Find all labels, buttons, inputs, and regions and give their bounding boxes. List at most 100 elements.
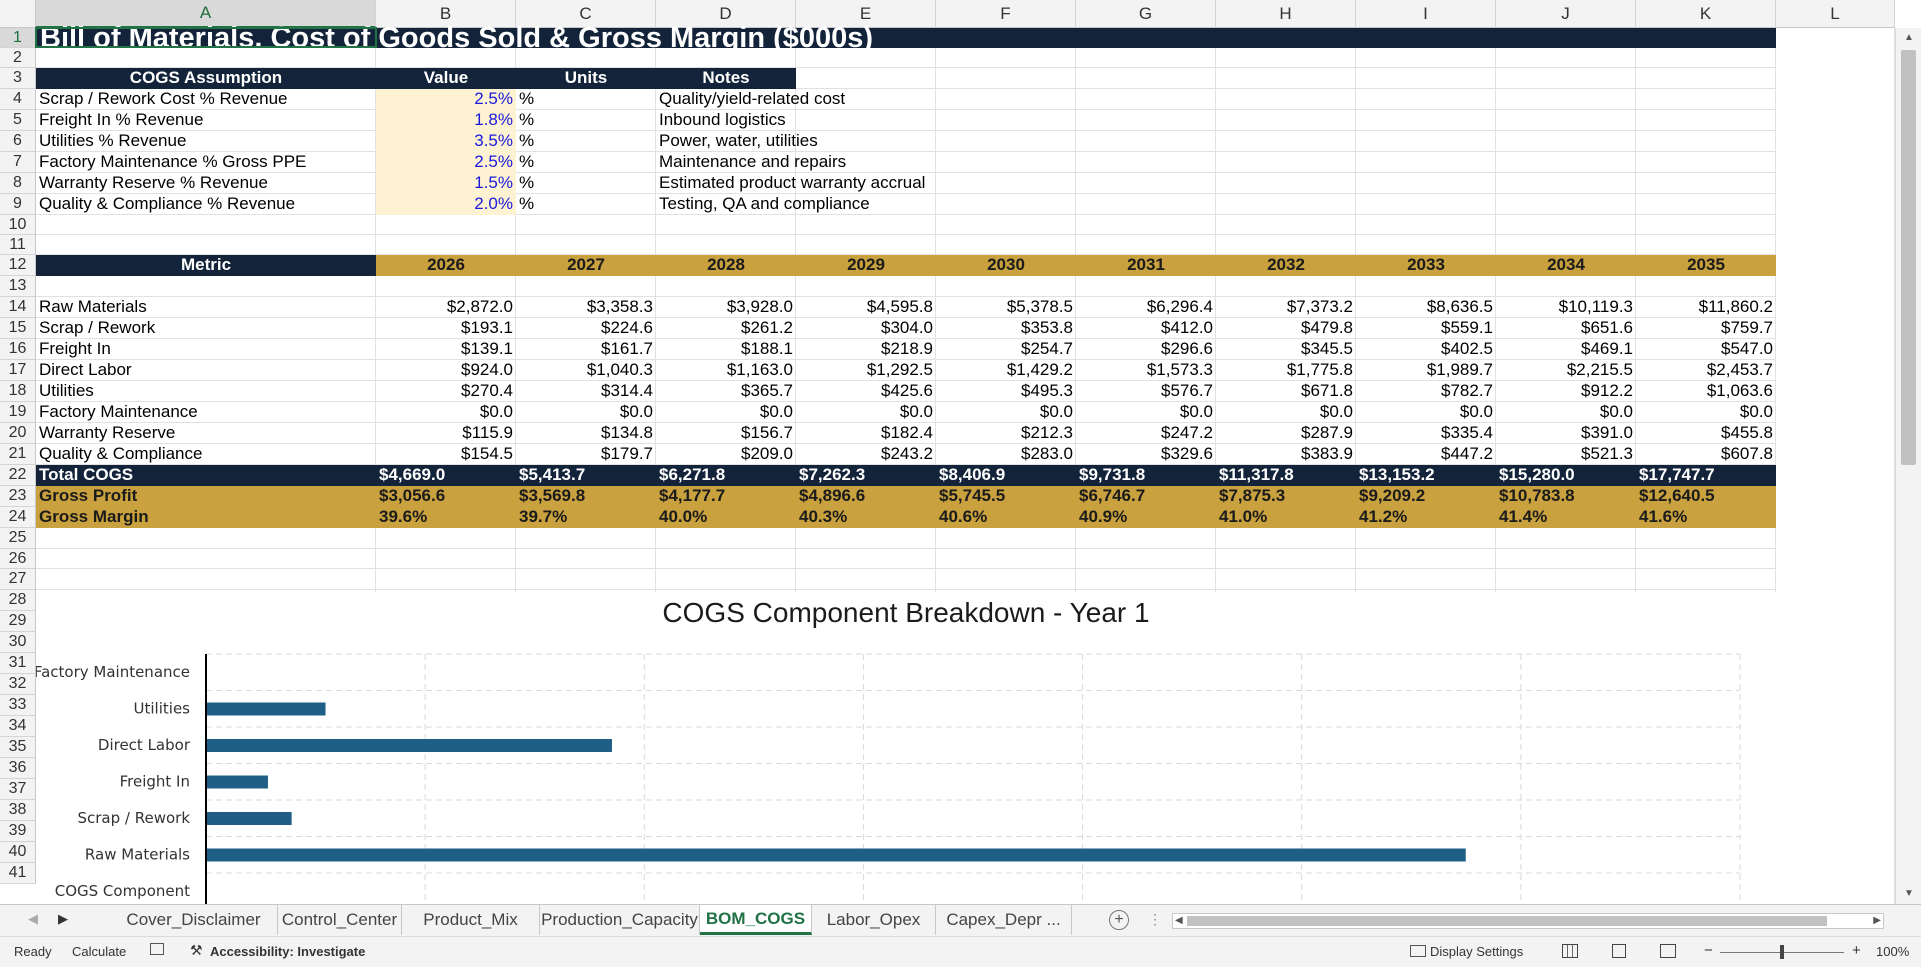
total-value[interactable]: $17,747.7 bbox=[1639, 465, 1715, 484]
row-header-28[interactable]: 28 bbox=[0, 590, 36, 611]
row-header-18[interactable]: 18 bbox=[0, 381, 36, 402]
metric-value[interactable]: $139.1 bbox=[461, 339, 513, 358]
row-header-7[interactable]: 7 bbox=[0, 152, 36, 173]
gross-margin-value[interactable]: 40.9% bbox=[1079, 507, 1128, 526]
row-header-1[interactable]: 1 bbox=[0, 28, 36, 48]
row-header-15[interactable]: 15 bbox=[0, 318, 36, 339]
row-header-19[interactable]: 19 bbox=[0, 402, 36, 423]
metric-value[interactable]: $10,119.3 bbox=[1558, 297, 1633, 316]
metric-value[interactable]: $924.0 bbox=[461, 360, 513, 379]
metric-value[interactable]: $455.8 bbox=[1721, 423, 1773, 442]
metric-value[interactable]: $2,453.7 bbox=[1706, 360, 1773, 379]
column-header-j[interactable]: J bbox=[1496, 0, 1636, 28]
assumption-value-input[interactable]: 1.5% bbox=[474, 173, 513, 192]
metric-value[interactable]: $353.8 bbox=[1021, 318, 1073, 337]
sheet-tab-bom-cogs[interactable]: BOM_COGS bbox=[700, 905, 812, 935]
display-settings-icon[interactable] bbox=[1410, 945, 1426, 957]
gross-profit-value[interactable]: $3,569.8 bbox=[519, 486, 586, 505]
metric-value[interactable]: $283.0 bbox=[1021, 444, 1073, 463]
metric-value[interactable]: $115.9 bbox=[462, 423, 513, 442]
cogs-chart[interactable]: COGS Component Breakdown - Year 1 Factory… bbox=[36, 592, 1776, 904]
metric-value[interactable]: $345.5 bbox=[1301, 339, 1353, 358]
metric-value[interactable]: $161.7 bbox=[601, 339, 653, 358]
sheet-tab-product-mix[interactable]: Product_Mix bbox=[402, 905, 540, 935]
gross-profit-value[interactable]: $4,177.7 bbox=[659, 486, 726, 505]
metric-value[interactable]: $154.5 bbox=[461, 444, 513, 463]
assumption-value-input[interactable]: 2.5% bbox=[474, 89, 513, 108]
row-header-16[interactable]: 16 bbox=[0, 339, 36, 360]
row-header-29[interactable]: 29 bbox=[0, 611, 36, 632]
row-header-32[interactable]: 32 bbox=[0, 674, 36, 695]
metric-value[interactable]: $3,928.0 bbox=[726, 297, 793, 316]
metric-value[interactable]: $254.7 bbox=[1021, 339, 1073, 358]
spreadsheet-grid[interactable]: A B C D E F G H I J K L 1 2 3 4 5 6 7 8 9 10 11 12 13 14 15 16 17 18 1… bbox=[0, 0, 1921, 904]
tab-scroll-right-icon[interactable]: ▶ bbox=[58, 911, 68, 926]
vertical-scrollbar[interactable]: ▲ ▼ bbox=[1895, 28, 1921, 904]
row-header-37[interactable]: 37 bbox=[0, 779, 36, 800]
metric-value[interactable]: $365.7 bbox=[741, 381, 793, 400]
row-header-25[interactable]: 25 bbox=[0, 528, 36, 549]
metric-value[interactable]: $8,636.5 bbox=[1426, 297, 1493, 316]
column-header-k[interactable]: K bbox=[1636, 0, 1776, 28]
gross-profit-value[interactable]: $9,209.2 bbox=[1359, 486, 1426, 505]
tab-scroll-left-icon[interactable]: ◀ bbox=[28, 911, 38, 926]
row-header-10[interactable]: 10 bbox=[0, 215, 36, 235]
metric-value[interactable]: $469.1 bbox=[1581, 339, 1633, 358]
zoom-slider-thumb[interactable] bbox=[1780, 945, 1784, 959]
metric-value[interactable]: $3,358.3 bbox=[586, 297, 653, 316]
row-header-22[interactable]: 22 bbox=[0, 465, 36, 486]
metric-value[interactable]: $5,378.5 bbox=[1006, 297, 1073, 316]
gross-profit-value[interactable]: $3,056.6 bbox=[379, 486, 446, 505]
metric-value[interactable]: $383.9 bbox=[1301, 444, 1353, 463]
metric-value[interactable]: $576.7 bbox=[1161, 381, 1213, 400]
metric-value[interactable]: $0.0 bbox=[1179, 402, 1213, 421]
metric-value[interactable]: $0.0 bbox=[1459, 402, 1493, 421]
row-header-5[interactable]: 5 bbox=[0, 110, 36, 131]
metric-value[interactable]: $156.7 bbox=[741, 423, 793, 442]
chart-bar-scrap-rework[interactable] bbox=[207, 812, 292, 825]
metric-value[interactable]: $479.8 bbox=[1301, 318, 1353, 337]
metric-value[interactable]: $912.2 bbox=[1581, 381, 1633, 400]
total-value[interactable]: $13,153.2 bbox=[1359, 465, 1435, 484]
gross-profit-value[interactable]: $10,783.8 bbox=[1499, 486, 1575, 505]
metric-value[interactable]: $134.8 bbox=[601, 423, 653, 442]
metric-value[interactable]: $243.2 bbox=[881, 444, 933, 463]
metric-value[interactable]: $179.7 bbox=[601, 444, 653, 463]
hscroll-left-arrow[interactable]: ◀ bbox=[1175, 915, 1183, 926]
row-header-11[interactable]: 11 bbox=[0, 235, 36, 255]
row-header-4[interactable]: 4 bbox=[0, 89, 36, 110]
metric-value[interactable]: $188.1 bbox=[741, 339, 793, 358]
metric-value[interactable]: $11,860.2 bbox=[1698, 297, 1773, 316]
horizontal-scrollbar[interactable]: ◀ ▶ bbox=[1172, 913, 1884, 929]
hscroll-right-arrow[interactable]: ▶ bbox=[1873, 915, 1881, 926]
gross-margin-value[interactable]: 39.6% bbox=[379, 507, 428, 526]
row-header-24[interactable]: 24 bbox=[0, 507, 36, 528]
accessibility-icon[interactable]: ⚒ bbox=[190, 942, 203, 958]
row-header-20[interactable]: 20 bbox=[0, 423, 36, 444]
column-header-i[interactable]: I bbox=[1356, 0, 1496, 28]
sheet-tab-capex-depr-[interactable]: Capex_Depr ... bbox=[936, 905, 1072, 935]
row-header-34[interactable]: 34 bbox=[0, 716, 36, 737]
page-break-view-icon[interactable] bbox=[1660, 944, 1676, 958]
row-header-9[interactable]: 9 bbox=[0, 194, 36, 215]
row-header-12[interactable]: 12 bbox=[0, 255, 36, 276]
metric-value[interactable]: $1,989.7 bbox=[1426, 360, 1493, 379]
row-header-27[interactable]: 27 bbox=[0, 569, 36, 590]
metric-value[interactable]: $335.4 bbox=[1441, 423, 1493, 442]
row-header-14[interactable]: 14 bbox=[0, 297, 36, 318]
metric-value[interactable]: $547.0 bbox=[1721, 339, 1773, 358]
metric-value[interactable]: $314.4 bbox=[601, 381, 653, 400]
display-settings-button[interactable]: Display Settings bbox=[1430, 944, 1524, 959]
metric-value[interactable]: $1,163.0 bbox=[726, 360, 793, 379]
gross-margin-value[interactable]: 41.4% bbox=[1499, 507, 1548, 526]
metric-value[interactable]: $224.6 bbox=[601, 318, 653, 337]
status-accessibility[interactable]: Accessibility: Investigate bbox=[210, 944, 366, 959]
gross-margin-value[interactable]: 40.6% bbox=[939, 507, 988, 526]
row-header-33[interactable]: 33 bbox=[0, 695, 36, 716]
scroll-down-arrow[interactable]: ▼ bbox=[1904, 888, 1914, 899]
metric-value[interactable]: $495.3 bbox=[1021, 381, 1073, 400]
metric-value[interactable]: $1,040.3 bbox=[586, 360, 653, 379]
row-header-41[interactable]: 41 bbox=[0, 863, 36, 884]
column-header-b[interactable]: B bbox=[376, 0, 516, 28]
metric-value[interactable]: $521.3 bbox=[1581, 444, 1633, 463]
